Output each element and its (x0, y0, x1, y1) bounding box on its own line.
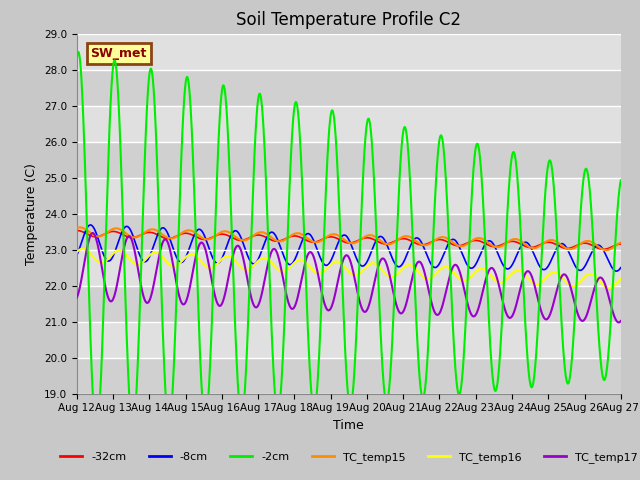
Bar (77, 322, 621, 358)
X-axis label: Time: Time (333, 419, 364, 432)
Bar (77, 106, 621, 142)
Title: Soil Temperature Profile C2: Soil Temperature Profile C2 (236, 11, 461, 29)
Bar (77, 142, 621, 178)
Bar (77, 286, 621, 322)
Bar (77, 34, 621, 70)
Bar (77, 70, 621, 106)
Bar (77, 214, 621, 250)
Bar (77, 250, 621, 286)
Legend: -32cm, -8cm, -2cm, TC_temp15, TC_temp16, TC_temp17: -32cm, -8cm, -2cm, TC_temp15, TC_temp16,… (56, 447, 640, 467)
Bar (77, 358, 621, 394)
Text: SW_met: SW_met (90, 47, 147, 60)
Y-axis label: Temperature (C): Temperature (C) (26, 163, 38, 264)
Bar (77, 178, 621, 214)
